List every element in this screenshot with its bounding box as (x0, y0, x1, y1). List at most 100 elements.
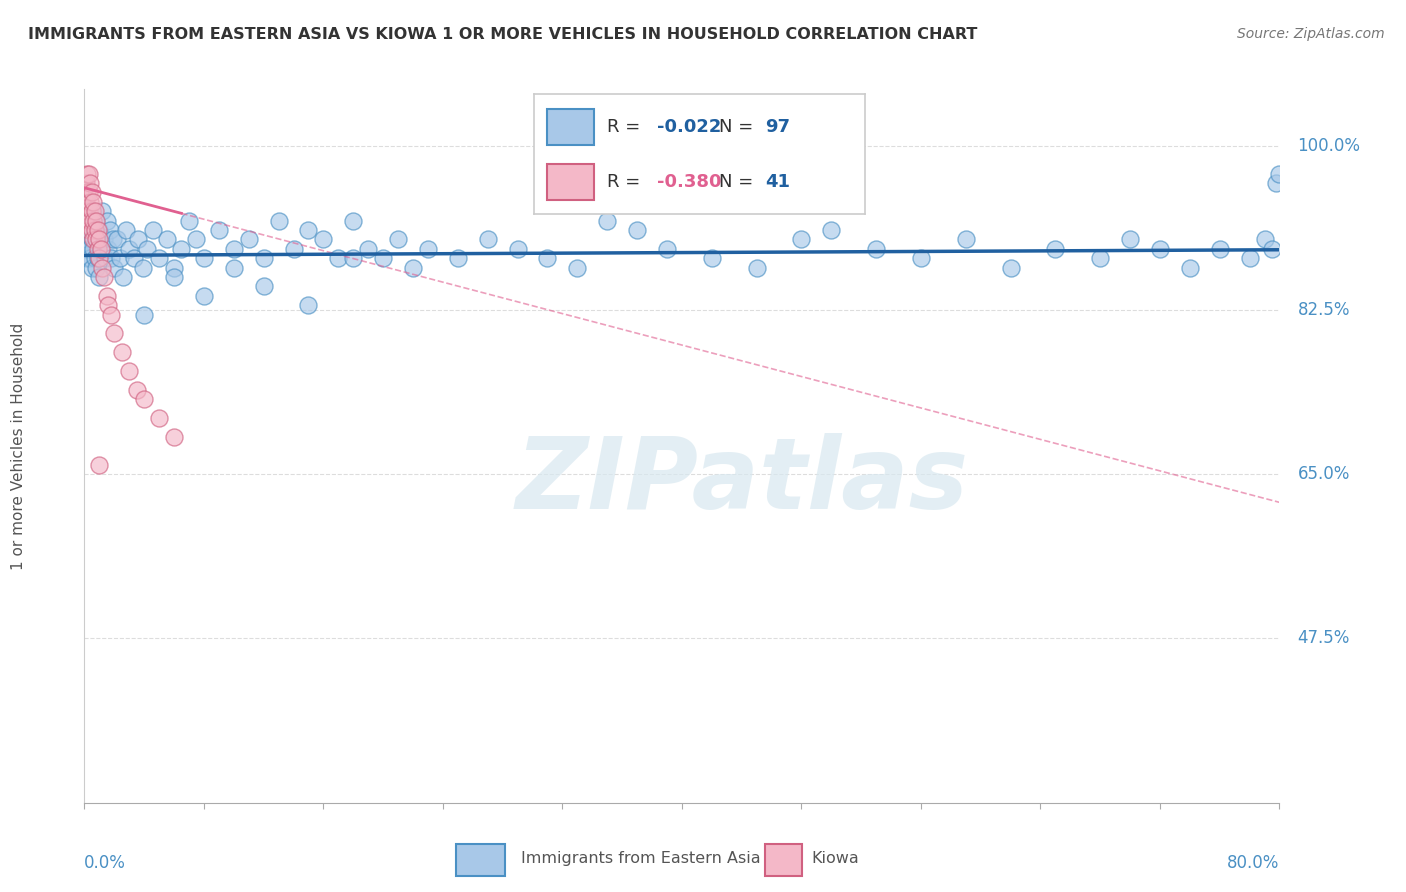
Point (1268, 167, 1291, 181)
Point (89, 232, 111, 246)
Point (91, 204, 114, 219)
Point (1208, 242, 1232, 256)
Point (132, 392, 156, 406)
Point (80, 223, 103, 237)
Point (76, 204, 98, 219)
Text: R =: R = (607, 119, 640, 136)
Point (283, 242, 305, 256)
Point (416, 242, 439, 256)
Point (96, 213, 118, 227)
Point (1045, 242, 1067, 256)
Point (80, 204, 103, 219)
Text: 0.0%: 0.0% (84, 855, 127, 872)
Point (477, 232, 499, 246)
Point (79, 213, 101, 227)
Point (86, 213, 108, 227)
Point (1239, 251, 1261, 265)
Point (82, 232, 104, 246)
Point (75, 242, 97, 256)
Point (97, 298, 120, 312)
Point (253, 279, 276, 293)
Text: 100.0%: 100.0% (1298, 136, 1361, 154)
Point (76, 204, 98, 219)
Point (76, 167, 98, 181)
Point (86, 260, 108, 275)
Point (312, 232, 335, 246)
Point (77, 223, 100, 237)
Point (267, 213, 290, 227)
Text: IMMIGRANTS FROM EASTERN ASIA VS KIOWA 1 OR MORE VEHICLES IN HOUSEHOLD CORRELATIO: IMMIGRANTS FROM EASTERN ASIA VS KIOWA 1 … (28, 27, 977, 42)
Point (118, 364, 141, 378)
Point (77, 213, 100, 227)
Point (155, 232, 177, 246)
Point (83, 204, 105, 219)
Point (98, 223, 121, 237)
Point (447, 251, 470, 265)
Point (342, 251, 364, 265)
Point (110, 251, 132, 265)
FancyBboxPatch shape (765, 844, 801, 876)
Point (1119, 232, 1142, 246)
Point (655, 242, 678, 256)
Point (82, 213, 104, 227)
Text: 97: 97 (765, 119, 790, 136)
Point (103, 260, 125, 275)
Point (76, 232, 98, 246)
Point (745, 260, 768, 275)
Point (115, 223, 138, 237)
Point (96, 289, 118, 303)
Point (1261, 242, 1284, 256)
Point (186, 232, 208, 246)
Point (865, 242, 887, 256)
Point (596, 213, 619, 227)
Point (100, 308, 122, 322)
Point (163, 270, 186, 285)
Point (79, 194, 101, 209)
Point (142, 223, 165, 237)
Text: 80.0%: 80.0% (1227, 855, 1279, 872)
Point (111, 345, 134, 359)
Point (820, 223, 842, 237)
Point (253, 251, 276, 265)
Point (177, 213, 200, 227)
Point (87, 232, 110, 246)
Point (131, 260, 153, 275)
Point (170, 242, 193, 256)
Point (87, 242, 110, 256)
Point (79, 223, 101, 237)
Point (89, 223, 111, 237)
Point (101, 232, 124, 246)
Point (77, 167, 100, 181)
FancyBboxPatch shape (547, 110, 593, 145)
Text: N =: N = (720, 172, 754, 191)
Point (80, 260, 103, 275)
Point (136, 242, 159, 256)
Point (1149, 242, 1171, 256)
Point (132, 308, 156, 322)
Point (77, 204, 100, 219)
Point (163, 429, 186, 443)
Point (89, 251, 111, 265)
Point (105, 232, 128, 246)
Point (506, 242, 529, 256)
Point (83, 223, 105, 237)
Point (127, 232, 149, 246)
Point (387, 232, 409, 246)
Text: Source: ZipAtlas.com: Source: ZipAtlas.com (1237, 27, 1385, 41)
Point (1000, 260, 1022, 275)
Text: R =: R = (607, 172, 640, 191)
Point (93, 232, 115, 246)
Point (328, 251, 350, 265)
Point (82, 194, 104, 209)
Point (100, 251, 122, 265)
Point (297, 223, 319, 237)
Point (1253, 232, 1275, 246)
Text: 65.0%: 65.0% (1298, 465, 1350, 483)
Point (82, 242, 104, 256)
Point (402, 260, 425, 275)
Point (1088, 251, 1111, 265)
Point (536, 251, 558, 265)
Point (125, 383, 148, 397)
Point (79, 176, 101, 190)
Point (75, 194, 97, 209)
